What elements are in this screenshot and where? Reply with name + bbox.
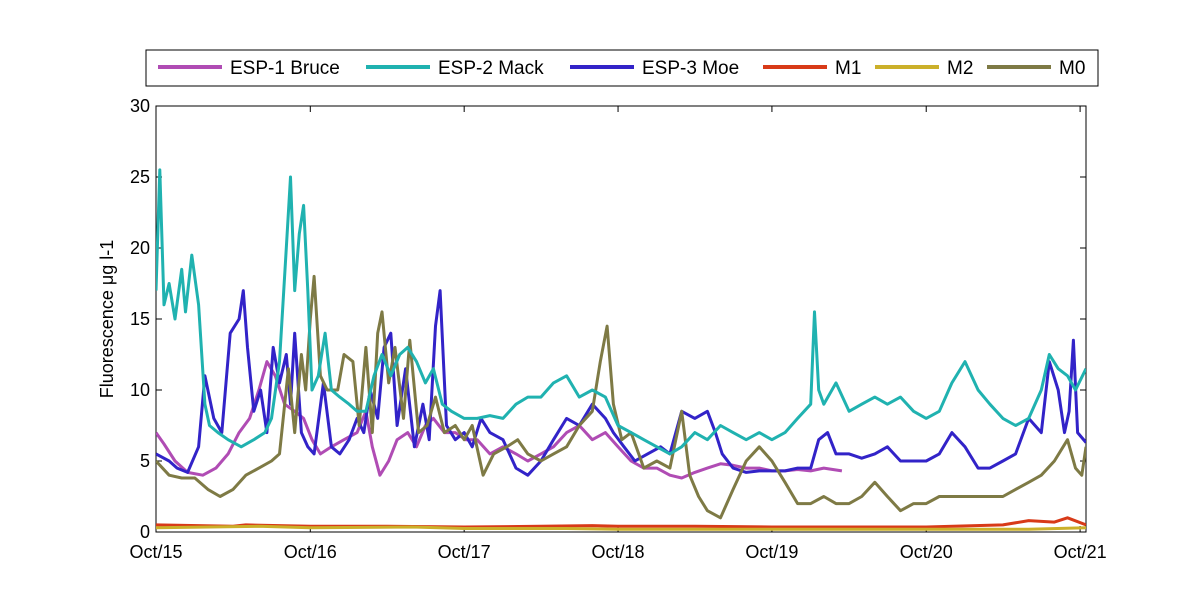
legend-label: M2 bbox=[947, 58, 973, 79]
y-tick-label: 5 bbox=[140, 451, 150, 471]
x-tick-label: Oct/20 bbox=[900, 542, 953, 562]
x-tick-label: Oct/21 bbox=[1054, 542, 1107, 562]
series-line-esp-1-bruce bbox=[156, 360, 843, 480]
x-axis: Oct/15 Oct/16 Oct/17 Oct/18 Oct/19 Oct/20 Oct/… bbox=[129, 106, 1107, 562]
y-tick-label: 0 bbox=[140, 522, 150, 542]
legend-label: M0 bbox=[1059, 58, 1085, 79]
legend-label: ESP-3 Moe bbox=[642, 58, 739, 79]
x-tick-label: Oct/19 bbox=[745, 542, 798, 562]
x-tick-label: Oct/18 bbox=[592, 542, 645, 562]
series-line-m2 bbox=[156, 524, 1086, 531]
y-axis: 0 5 10 15 20 25 30 bbox=[130, 96, 1086, 542]
plot-frame bbox=[155, 105, 1087, 533]
legend-label: ESP-2 Mack bbox=[438, 58, 544, 79]
series-line-esp-2-mack bbox=[156, 168, 1086, 456]
y-tick-label: 30 bbox=[130, 96, 150, 116]
legend: ESP-1 Bruce ESP-2 Mack ESP-3 Moe M1 M2 M0 bbox=[145, 49, 1099, 87]
x-tick-label: Oct/17 bbox=[438, 542, 491, 562]
series-layer bbox=[156, 168, 1086, 531]
legend-label: ESP-1 Bruce bbox=[230, 58, 340, 79]
y-tick-label: 20 bbox=[130, 238, 150, 258]
y-tick-label: 15 bbox=[130, 309, 150, 329]
x-tick-label: Oct/16 bbox=[284, 542, 337, 562]
legend-label: M1 bbox=[835, 58, 861, 79]
y-axis-label: Fluorescence μg l-1 bbox=[97, 240, 117, 398]
x-tick-label: Oct/15 bbox=[129, 542, 182, 562]
y-tick-label: 25 bbox=[130, 167, 150, 187]
y-tick-label: 10 bbox=[130, 380, 150, 400]
